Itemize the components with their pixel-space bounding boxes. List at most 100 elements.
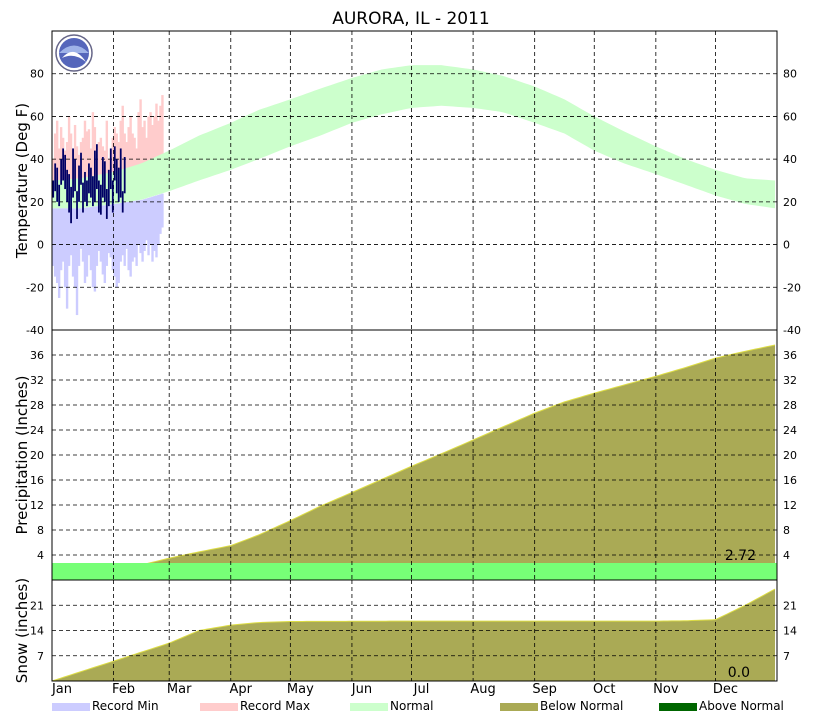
month-label: May [287, 682, 314, 697]
legend-label: Record Min [92, 699, 159, 713]
precip-tick-right: 20 [783, 449, 797, 462]
precip-tick-left: 12 [30, 499, 44, 512]
month-label: Oct [593, 682, 615, 697]
record-min-bar [103, 205, 107, 284]
record-min-bar [95, 206, 99, 266]
record-max-bar [115, 133, 118, 172]
precip-tick-left: 36 [30, 349, 44, 362]
record-min-bar [83, 207, 87, 284]
observed-temperature-bar [103, 161, 106, 202]
observed-temperature-bar [68, 174, 70, 213]
month-label: Sep [532, 682, 557, 697]
chart-title: AURORA, IL - 2011 [332, 9, 490, 29]
record-max-bar [157, 120, 160, 157]
snow-tick-left: 14 [30, 625, 44, 638]
legend-swatch [200, 703, 238, 711]
observed-temperature-bar [113, 146, 116, 181]
record-max-bar [117, 142, 120, 171]
record-max-bar [85, 131, 89, 178]
record-max-bar [89, 148, 93, 177]
record-max-bar [147, 116, 150, 161]
observed-temperature-bar [92, 176, 94, 207]
record-max-bar [67, 116, 71, 180]
record-min-bar [77, 208, 81, 266]
record-max-bar [159, 105, 162, 156]
observed-temperature-bar [95, 144, 98, 190]
precip-normal-line [51, 344, 776, 581]
record-min-bar [153, 196, 156, 251]
precip-tick-right: 4 [783, 549, 790, 562]
record-min-bar [113, 203, 116, 277]
record-min-bar [59, 208, 63, 271]
record-min-bar [52, 208, 55, 266]
noaa-logo [55, 34, 93, 72]
record-min-bar [119, 203, 122, 262]
legend-label: Above Normal [699, 699, 784, 713]
observed-temperature-bar [99, 184, 102, 215]
precip-tick-right: 28 [783, 399, 797, 412]
normal-temperature-band [52, 65, 776, 209]
record-min-bar [57, 208, 61, 298]
record-min-bar [65, 208, 69, 309]
observed-temperature-bar [84, 171, 86, 202]
precip-tick-left: 20 [30, 449, 44, 462]
precip-tick-right: 16 [783, 474, 797, 487]
record-max-bar [55, 120, 59, 181]
observed-temperature-bar [64, 154, 67, 190]
record-max-bar [161, 95, 164, 155]
legend-label: Below Normal [540, 699, 623, 713]
record-min-bar [89, 207, 93, 271]
record-min-bar [53, 208, 57, 277]
precipitation-panel: 4 4 8 8 12 12 16 16 20 20 24 24 28 28 32 32 36 36 Precipit… [13, 330, 797, 581]
record-min-bar [161, 193, 164, 228]
observed-temperature-bar [94, 150, 96, 202]
record-max-bar [119, 120, 122, 171]
record-min-bar [109, 204, 112, 258]
record-min-bar [71, 208, 75, 277]
record-min-bar [141, 199, 144, 262]
record-max-bar [145, 137, 148, 162]
temp-tick-right: 80 [783, 68, 797, 81]
precip-tick-left: 24 [30, 424, 44, 437]
record-min-bar [115, 203, 118, 288]
temp-tick-left: -40 [26, 324, 44, 337]
observed-temperature-bar [123, 157, 126, 194]
record-min-bar [145, 198, 148, 241]
record-min-bar [121, 202, 124, 256]
record-min-bar [99, 205, 103, 262]
record-min-bar [117, 203, 120, 284]
record-min-bar [91, 206, 95, 288]
record-max-bar [53, 133, 57, 181]
record-max-bar [91, 112, 95, 177]
record-min-bar [67, 208, 71, 266]
record-min-bar [111, 204, 114, 271]
record-max-bar [139, 99, 142, 165]
record-max-bar [153, 116, 156, 158]
legend-swatch [659, 703, 697, 711]
record-max-bar [143, 120, 146, 163]
observed-temperature-bar [117, 167, 120, 202]
record-min-bar [155, 195, 158, 258]
precip-tick-right: 32 [783, 374, 797, 387]
record-max-bar [81, 137, 85, 178]
observed-temperature-bar [52, 180, 55, 198]
snow-tick-right: 14 [783, 625, 797, 638]
temp-tick-right: -40 [783, 324, 801, 337]
snow-tick-right: 7 [783, 650, 790, 663]
record-max-bar [83, 120, 87, 178]
record-min-bar [147, 197, 150, 256]
record-min-bar [93, 206, 97, 292]
observed-temperature-bar [56, 167, 59, 202]
record-max-bar [151, 124, 154, 159]
record-min-bar [131, 201, 134, 262]
month-label: Jan [51, 682, 72, 697]
snow-normal-line [51, 588, 776, 682]
precip-tick-left: 16 [30, 474, 44, 487]
observed-temperature-bar [101, 157, 104, 198]
month-label: Nov [653, 682, 679, 697]
record-max-bar [57, 148, 61, 181]
temp-tick-right: 0 [783, 239, 790, 252]
record-min-bar [137, 200, 140, 245]
